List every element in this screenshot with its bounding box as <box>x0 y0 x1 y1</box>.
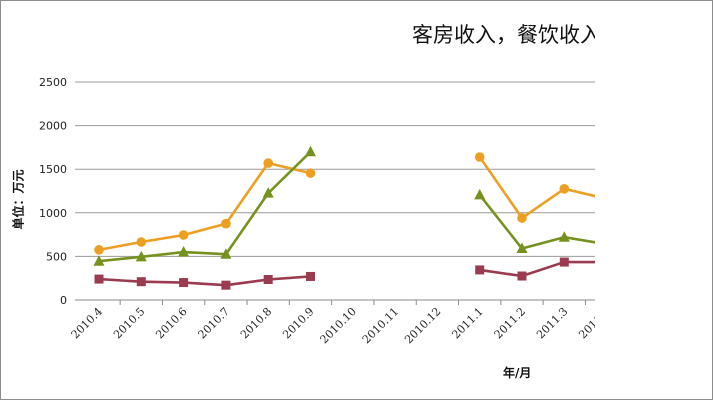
series-0-point <box>136 237 147 247</box>
series-2-point <box>221 280 231 290</box>
series-0-point <box>94 245 104 255</box>
y-tick-label: 2000 <box>39 120 67 133</box>
series-0-point <box>474 152 485 162</box>
series-0-point <box>263 158 274 168</box>
series-1-line <box>478 194 595 250</box>
x-tick-label: 2010.9 <box>280 305 316 341</box>
series-2-point <box>94 274 104 284</box>
series-2-point <box>179 278 189 288</box>
series-0-point <box>305 168 316 178</box>
series-1-point <box>558 231 570 242</box>
series-0-point <box>517 213 527 223</box>
series-1-point <box>178 246 190 257</box>
series-2-point <box>306 271 315 281</box>
series-0-line <box>478 156 595 220</box>
x-tick-label: 2011.2 <box>492 305 528 341</box>
chart-title: 客房收入，餐饮收入 <box>412 23 595 47</box>
series-0-point <box>178 230 189 240</box>
x-tick-label: 2011.4 <box>576 305 595 341</box>
x-tick-label: 2010.11 <box>360 305 401 346</box>
series-2-line <box>479 260 595 278</box>
y-tick-label: 2500 <box>39 76 67 89</box>
y-tick-label: 0 <box>60 294 67 307</box>
series-1-point <box>135 250 147 262</box>
y-tick-label: 500 <box>46 250 67 263</box>
series-0-point <box>221 218 231 229</box>
y-tick-label: 1500 <box>39 163 67 176</box>
series-1-point <box>474 188 486 200</box>
chart-area: 客房收入，餐饮收入 单位：万元 年/月 0 500 1000 1500 2000 2500… <box>1 1 595 401</box>
x-tick-label: 2010.8 <box>238 305 274 341</box>
series-2-point <box>136 277 146 287</box>
x-tick-label: 2010.4 <box>69 305 105 341</box>
series-2-point <box>559 257 569 267</box>
x-axis-label: 年/月 <box>503 366 532 380</box>
x-tick-label: 2011.1 <box>449 305 485 341</box>
series-1-point <box>93 255 105 266</box>
series-1-line <box>98 150 312 263</box>
x-tick-label: 2010.10 <box>318 305 359 346</box>
x-tick-label: 2010.7 <box>196 305 232 341</box>
series-2-line <box>98 275 311 287</box>
x-tick-label: 2011.3 <box>534 305 570 341</box>
series-1-point <box>516 242 528 254</box>
series-0-point <box>559 184 570 194</box>
series-2-point <box>517 271 527 281</box>
series-0-line <box>98 161 311 252</box>
series-2-point <box>475 265 485 275</box>
x-tick-label: 2010.6 <box>153 305 189 341</box>
series-1-point <box>262 187 274 198</box>
x-tick-label: 2010.12 <box>402 305 443 346</box>
series-1-point <box>305 145 316 157</box>
series-1-point <box>220 248 232 259</box>
series-2-point <box>263 275 273 285</box>
y-tick-label: 1000 <box>39 207 67 220</box>
x-tick-label: 2010.5 <box>111 305 147 341</box>
